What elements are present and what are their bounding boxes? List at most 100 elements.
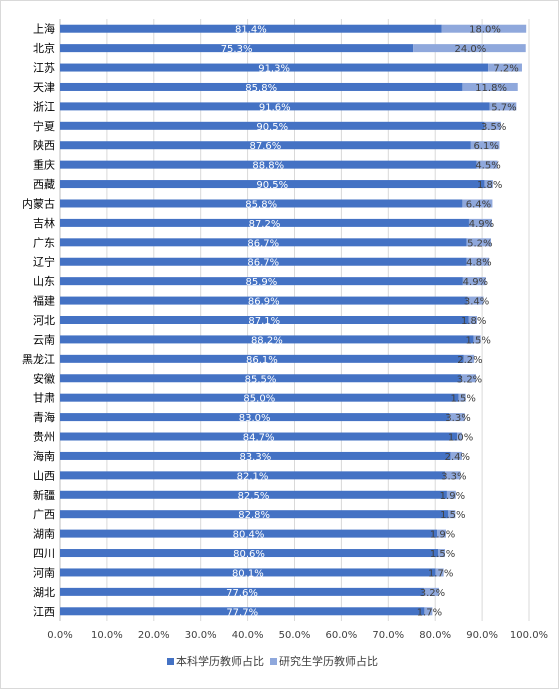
bar-undergrad — [60, 413, 450, 422]
data-label-undergrad: 87.1% — [248, 316, 280, 327]
bar-postgrad — [458, 393, 466, 402]
x-tick-label: 40.0% — [232, 630, 264, 641]
category-label: 北京 — [33, 41, 55, 55]
data-label-postgrad: 1.5% — [440, 510, 465, 521]
bar-undergrad — [60, 199, 463, 208]
category-label: 贵州 — [33, 431, 55, 444]
data-label-postgrad: 1.8% — [477, 180, 502, 191]
category-label: 西藏 — [33, 178, 55, 191]
data-label-undergrad: 87.6% — [250, 141, 282, 152]
data-label-undergrad: 84.7% — [243, 433, 275, 444]
bar-undergrad — [60, 607, 425, 616]
bar-postgrad — [466, 257, 490, 266]
bar-undergrad — [60, 451, 451, 460]
data-label-postgrad: 4.5% — [475, 161, 500, 172]
bar-postgrad — [460, 374, 477, 383]
legend-label: 本科学历教师占比 — [176, 654, 264, 668]
bar-undergrad — [60, 587, 424, 596]
category-label: 广西 — [33, 508, 55, 521]
legend: 本科学历教师占比 研究生学历教师占比 — [167, 654, 378, 668]
data-label-undergrad: 80.4% — [233, 530, 265, 541]
data-label-postgrad: 3.3% — [445, 413, 470, 424]
bar-undergrad — [60, 529, 438, 538]
bar-postgrad — [484, 180, 493, 189]
data-label-postgrad: 6.4% — [466, 199, 491, 210]
data-label-postgrad: 4.9% — [469, 219, 494, 230]
data-label-postgrad: 1.0% — [448, 433, 473, 444]
bar-undergrad — [60, 277, 463, 286]
bar-undergrad — [60, 549, 439, 558]
bar-undergrad — [60, 393, 459, 402]
category-labels: 上海北京江苏天津浙江宁夏陕西重庆西藏内蒙古吉林广东辽宁山东福建河北云南黑龙江安徽… — [22, 22, 55, 619]
bar-undergrad — [60, 471, 446, 480]
legend-label: 研究生学历教师占比 — [279, 654, 378, 668]
data-label-postgrad: 1.5% — [450, 394, 475, 405]
category-label: 上海 — [33, 22, 55, 36]
data-label-undergrad: 85.8% — [245, 83, 277, 94]
data-label-undergrad: 88.8% — [252, 161, 284, 172]
data-label-undergrad: 82.1% — [237, 471, 269, 482]
legend-swatch — [167, 658, 174, 665]
data-label-undergrad: 80.6% — [233, 549, 265, 560]
category-label: 福建 — [33, 294, 55, 308]
category-label: 云南 — [33, 333, 55, 346]
data-label-undergrad: 82.5% — [238, 491, 270, 502]
data-label-postgrad: 1.7% — [428, 568, 453, 579]
data-label-undergrad: 91.6% — [259, 102, 291, 113]
data-label-postgrad: 1.9% — [440, 491, 465, 502]
data-label-postgrad: 1.5% — [430, 549, 455, 560]
category-label: 青海 — [33, 410, 55, 424]
data-label-postgrad: 4.8% — [466, 258, 491, 269]
category-label: 宁夏 — [33, 119, 55, 133]
x-tick-label: 50.0% — [279, 630, 311, 641]
bar-postgrad — [438, 549, 446, 558]
data-label-undergrad: 87.2% — [249, 219, 281, 230]
category-label: 浙江 — [33, 100, 55, 113]
data-label-undergrad: 83.3% — [239, 452, 271, 463]
bar-undergrad — [60, 296, 468, 305]
data-label-undergrad: 80.1% — [232, 568, 264, 579]
x-tick-label: 20.0% — [138, 630, 170, 641]
bar-undergrad — [60, 432, 458, 441]
category-label: 湖南 — [33, 528, 55, 541]
data-label-undergrad: 90.5% — [256, 180, 288, 191]
data-label-postgrad: 5.7% — [491, 102, 516, 113]
bar-postgrad — [457, 432, 462, 441]
data-label-undergrad: 85.0% — [243, 394, 275, 405]
bar-postgrad — [488, 63, 522, 72]
category-label: 湖北 — [33, 586, 55, 599]
bar-undergrad — [60, 238, 467, 247]
data-label-postgrad: 18.0% — [469, 25, 501, 36]
category-label: 黑龙江 — [22, 353, 55, 366]
bar-undergrad — [60, 568, 436, 577]
data-label-undergrad: 91.3% — [258, 64, 290, 75]
bar-postgrad — [462, 277, 486, 286]
data-label-undergrad: 85.5% — [245, 374, 277, 385]
data-label-postgrad: 7.2% — [493, 64, 518, 75]
x-tick-label: 90.0% — [466, 630, 498, 641]
data-label-postgrad: 3.5% — [481, 122, 506, 133]
data-label-postgrad: 24.0% — [455, 44, 487, 55]
category-label: 新疆 — [33, 488, 55, 502]
x-tick-label: 10.0% — [91, 630, 123, 641]
category-label: 安徽 — [33, 371, 55, 385]
category-label: 甘肃 — [33, 392, 55, 405]
bar-postgrad — [467, 296, 484, 305]
data-label-postgrad: 3.4% — [464, 297, 489, 308]
data-label-postgrad: 3.2% — [457, 374, 482, 385]
data-label-undergrad: 88.2% — [251, 335, 283, 346]
bar-undergrad — [60, 335, 474, 344]
bar-undergrad — [60, 316, 469, 324]
bar-postgrad — [413, 44, 526, 53]
data-label-postgrad: 2.2% — [457, 355, 482, 366]
category-label: 广东 — [33, 236, 55, 249]
x-axis-ticks: 0.0% 10.0% 20.0% 30.0% 40.0% 50.0% 60.0% 70.0% 8… — [47, 630, 548, 641]
data-label-undergrad: 86.9% — [248, 297, 280, 308]
bar-undergrad — [60, 24, 442, 33]
category-label: 吉林 — [33, 216, 55, 230]
bar-undergrad — [60, 63, 489, 72]
data-label-postgrad: 3.3% — [441, 471, 466, 482]
bar-postgrad — [473, 335, 481, 344]
data-label-undergrad: 86.7% — [247, 238, 279, 249]
